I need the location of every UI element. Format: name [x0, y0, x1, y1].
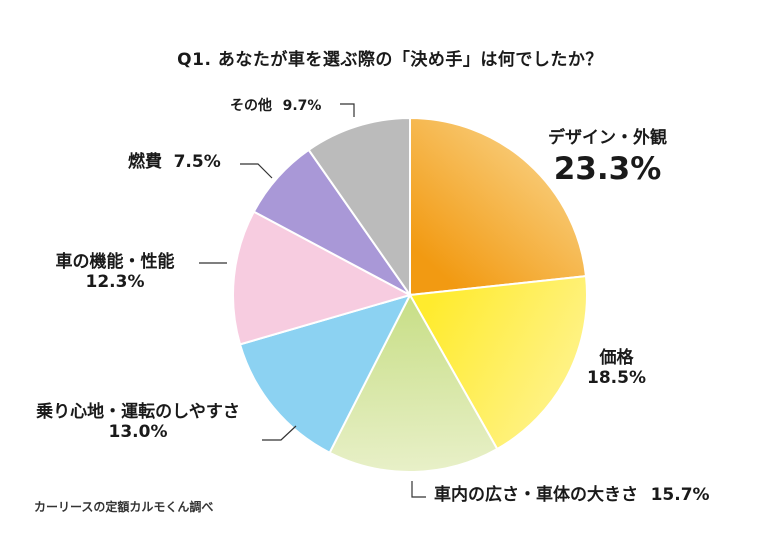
label-comfort: 乗り心地・運転のしやすさ 13.0%: [22, 402, 254, 443]
pie-slice-comfort: [238, 293, 412, 455]
label-price-value: 18.5%: [587, 368, 646, 389]
label-space-value: 15.7%: [650, 485, 710, 505]
label-design-name: デザイン・外観: [548, 128, 667, 148]
label-design: デザイン・外観 23.3%: [548, 128, 667, 189]
label-design-value: 23.3%: [553, 151, 662, 188]
label-comfort-value: 13.0%: [108, 422, 168, 443]
leader-line-other: [340, 103, 355, 117]
label-other-value: 9.7%: [282, 98, 322, 114]
leader-line-fuel: [240, 163, 273, 179]
label-comfort-name: 乗り心地・運転のしやすさ: [36, 402, 240, 422]
label-function-value: 12.3%: [85, 272, 145, 293]
chart-title: Q1. あなたが車を選ぶ際の「決め手」は何でしたか？: [177, 50, 603, 70]
label-fuel: 燃費 7.5%: [128, 152, 221, 172]
label-other-name: その他: [230, 98, 272, 114]
pie-slice-other: [307, 116, 411, 299]
label-function-name: 車の機能・性能: [55, 252, 175, 272]
label-price: 価格 18.5%: [587, 348, 646, 389]
label-other: その他 9.7%: [230, 95, 321, 115]
label-function: 車の機能・性能 12.3%: [40, 252, 190, 293]
leader-line-space: [411, 481, 426, 498]
label-fuel-name: 燃費: [128, 152, 162, 172]
label-fuel-value: 7.5%: [173, 152, 221, 172]
pie-slice-design: [409, 116, 588, 297]
label-space-name: 車内の広さ・車体の大きさ: [434, 485, 638, 505]
source-note: カーリースの定額カルモくん調べ: [34, 500, 214, 514]
label-space: 車内の広さ・車体の大きさ 15.7%: [434, 485, 710, 505]
pie-slice-function: [232, 210, 413, 346]
pie-slice-space: [328, 292, 499, 473]
leader-line-comfort: [262, 425, 297, 441]
pie-slice-price: [408, 275, 588, 451]
label-price-name: 価格: [599, 348, 634, 368]
